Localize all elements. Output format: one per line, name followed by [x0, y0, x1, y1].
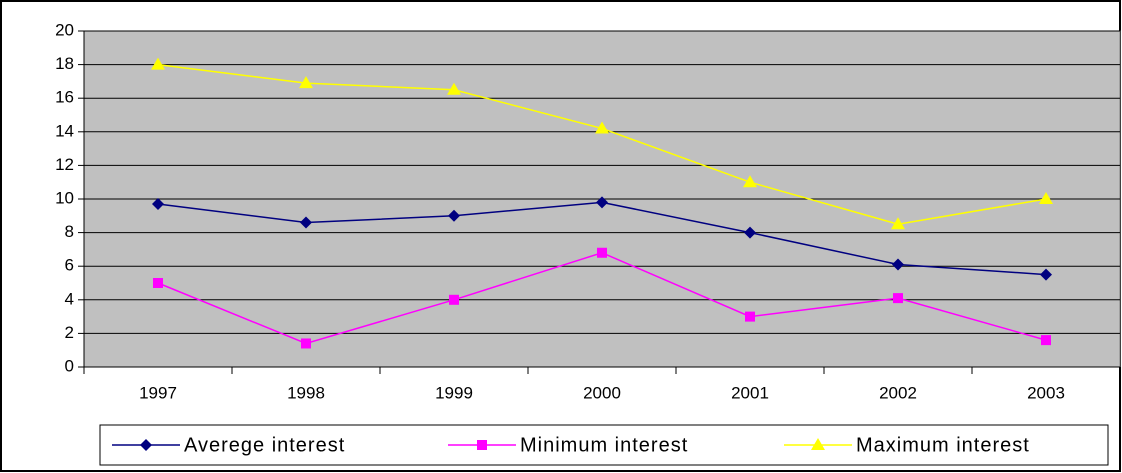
- marker-diamond: [140, 439, 152, 451]
- marker-square: [301, 338, 311, 349]
- y-tick-label: 10: [55, 188, 74, 207]
- y-tick-label: 12: [55, 155, 74, 174]
- legend: [99, 424, 1109, 466]
- marker-diamond: [152, 198, 164, 211]
- x-tick-label: 2003: [1027, 383, 1065, 402]
- marker-square: [477, 440, 487, 450]
- marker-square: [893, 293, 903, 304]
- marker-triangle: [811, 438, 825, 450]
- marker-diamond: [892, 258, 904, 271]
- marker-square: [745, 311, 755, 322]
- x-tick-label: 1997: [139, 383, 177, 402]
- marker-diamond: [596, 196, 608, 209]
- x-tick-label: 2002: [879, 383, 917, 402]
- marker-diamond: [1040, 268, 1052, 281]
- x-tick-label: 1999: [435, 383, 473, 402]
- legend-label: Maximum interest: [856, 434, 1030, 456]
- marker-diamond: [300, 216, 312, 229]
- marker-square: [153, 278, 163, 288]
- y-tick-label: 0: [65, 356, 74, 375]
- marker-square: [449, 294, 459, 305]
- marker-triangle: [151, 57, 165, 70]
- y-tick-label: 2: [65, 323, 74, 342]
- marker-triangle: [743, 175, 757, 188]
- marker-triangle: [299, 76, 313, 89]
- y-tick-label: 6: [65, 256, 74, 275]
- x-tick-label: 1998: [287, 383, 325, 402]
- x-tick-label: 2001: [731, 383, 769, 402]
- marker-triangle: [595, 121, 609, 134]
- y-tick-label: 14: [55, 121, 74, 140]
- marker-square: [597, 247, 607, 258]
- y-tick-label: 8: [65, 222, 74, 241]
- y-tick-label: 18: [55, 54, 74, 73]
- legend-label: Minimum interest: [520, 434, 688, 456]
- y-tick-label: 4: [65, 289, 74, 308]
- y-tick-label: 16: [55, 88, 74, 107]
- marker-square: [1041, 335, 1051, 346]
- marker-diamond: [744, 226, 756, 239]
- marker-diamond: [448, 209, 460, 222]
- marker-triangle: [1039, 192, 1053, 204]
- marker-triangle: [447, 82, 461, 95]
- y-tick-label: 20: [55, 20, 74, 39]
- marker-triangle: [891, 217, 905, 230]
- legend-label: Averege interest: [184, 434, 345, 456]
- x-tick-label: 2000: [583, 383, 621, 402]
